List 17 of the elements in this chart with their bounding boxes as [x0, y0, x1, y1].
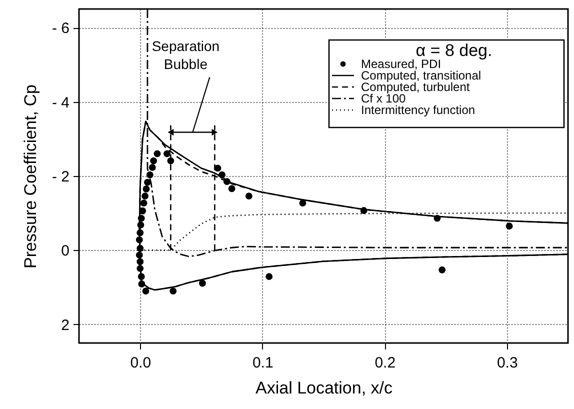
x-tick-label: 0.1	[252, 354, 274, 372]
x-tick-label: 0.0	[130, 354, 152, 372]
legend-label: Measured, PDI	[361, 57, 442, 71]
y-tick-label: - 2	[52, 168, 70, 186]
x-tick-label: 0.3	[496, 354, 518, 372]
y-tick-label: - 6	[52, 20, 70, 38]
y-tick-label: 0	[61, 242, 70, 260]
y-tick-label: 2	[61, 316, 70, 334]
legend-label: Intermittency function	[361, 103, 476, 117]
x-tick-label: 0.2	[374, 354, 396, 372]
legend-label: Cf x 100	[361, 92, 406, 106]
annotation: Separation Bubble	[152, 38, 220, 72]
x-axis-title: Axial Location, x/c	[255, 378, 394, 398]
y-axis-title: Pressure Coefficient, Cp	[20, 84, 40, 268]
y-tick-label: - 4	[52, 94, 70, 112]
legend-title: α = 8 deg.	[416, 41, 492, 60]
legend-label: Computed, transitional	[361, 68, 482, 82]
